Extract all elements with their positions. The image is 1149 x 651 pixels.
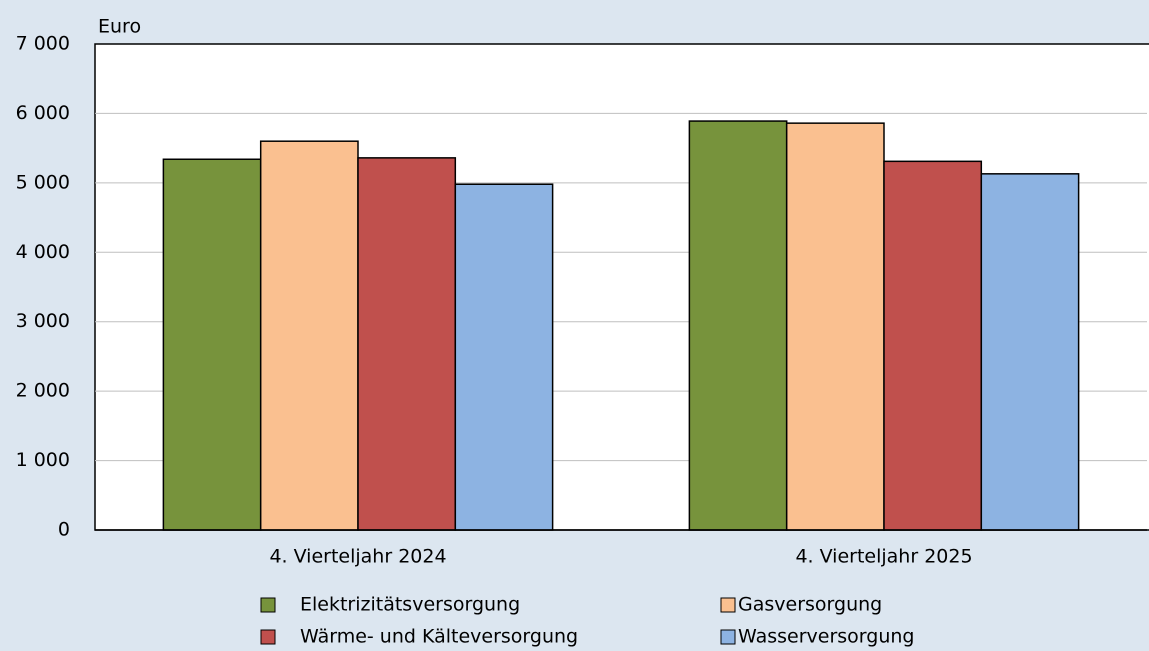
y-axis-label: Euro bbox=[98, 16, 141, 38]
legend-label: Elektrizitätsversorgung bbox=[300, 594, 520, 616]
bar bbox=[259, 140, 359, 531]
bar bbox=[980, 173, 1080, 531]
bar bbox=[357, 157, 457, 531]
x-tick-label: 4. Vierteljahr 2025 bbox=[795, 546, 972, 568]
legend-label: Wasserversorgung bbox=[738, 626, 914, 648]
y-tick-label: 0 bbox=[58, 519, 70, 541]
y-tick-label: 3 000 bbox=[16, 310, 70, 332]
bar bbox=[454, 183, 554, 531]
legend-label: Wärme- und Kälteversorgung bbox=[300, 626, 578, 648]
legend-label: Gasversorgung bbox=[738, 594, 882, 616]
y-tick-label: 2 000 bbox=[16, 380, 70, 402]
bar bbox=[785, 122, 885, 531]
legend-swatch bbox=[260, 597, 276, 613]
y-tick-label: 6 000 bbox=[16, 102, 70, 124]
bar bbox=[162, 158, 262, 531]
bar bbox=[883, 160, 983, 531]
legend-swatch bbox=[720, 597, 736, 613]
y-tick-label: 7 000 bbox=[16, 33, 70, 55]
y-tick-label: 4 000 bbox=[16, 241, 70, 263]
legend-swatch bbox=[260, 629, 276, 645]
x-tick-label: 4. Vierteljahr 2024 bbox=[269, 546, 446, 568]
legend-swatch bbox=[720, 629, 736, 645]
y-tick-label: 1 000 bbox=[16, 449, 70, 471]
y-tick-label: 5 000 bbox=[16, 171, 70, 193]
bar bbox=[688, 120, 788, 531]
